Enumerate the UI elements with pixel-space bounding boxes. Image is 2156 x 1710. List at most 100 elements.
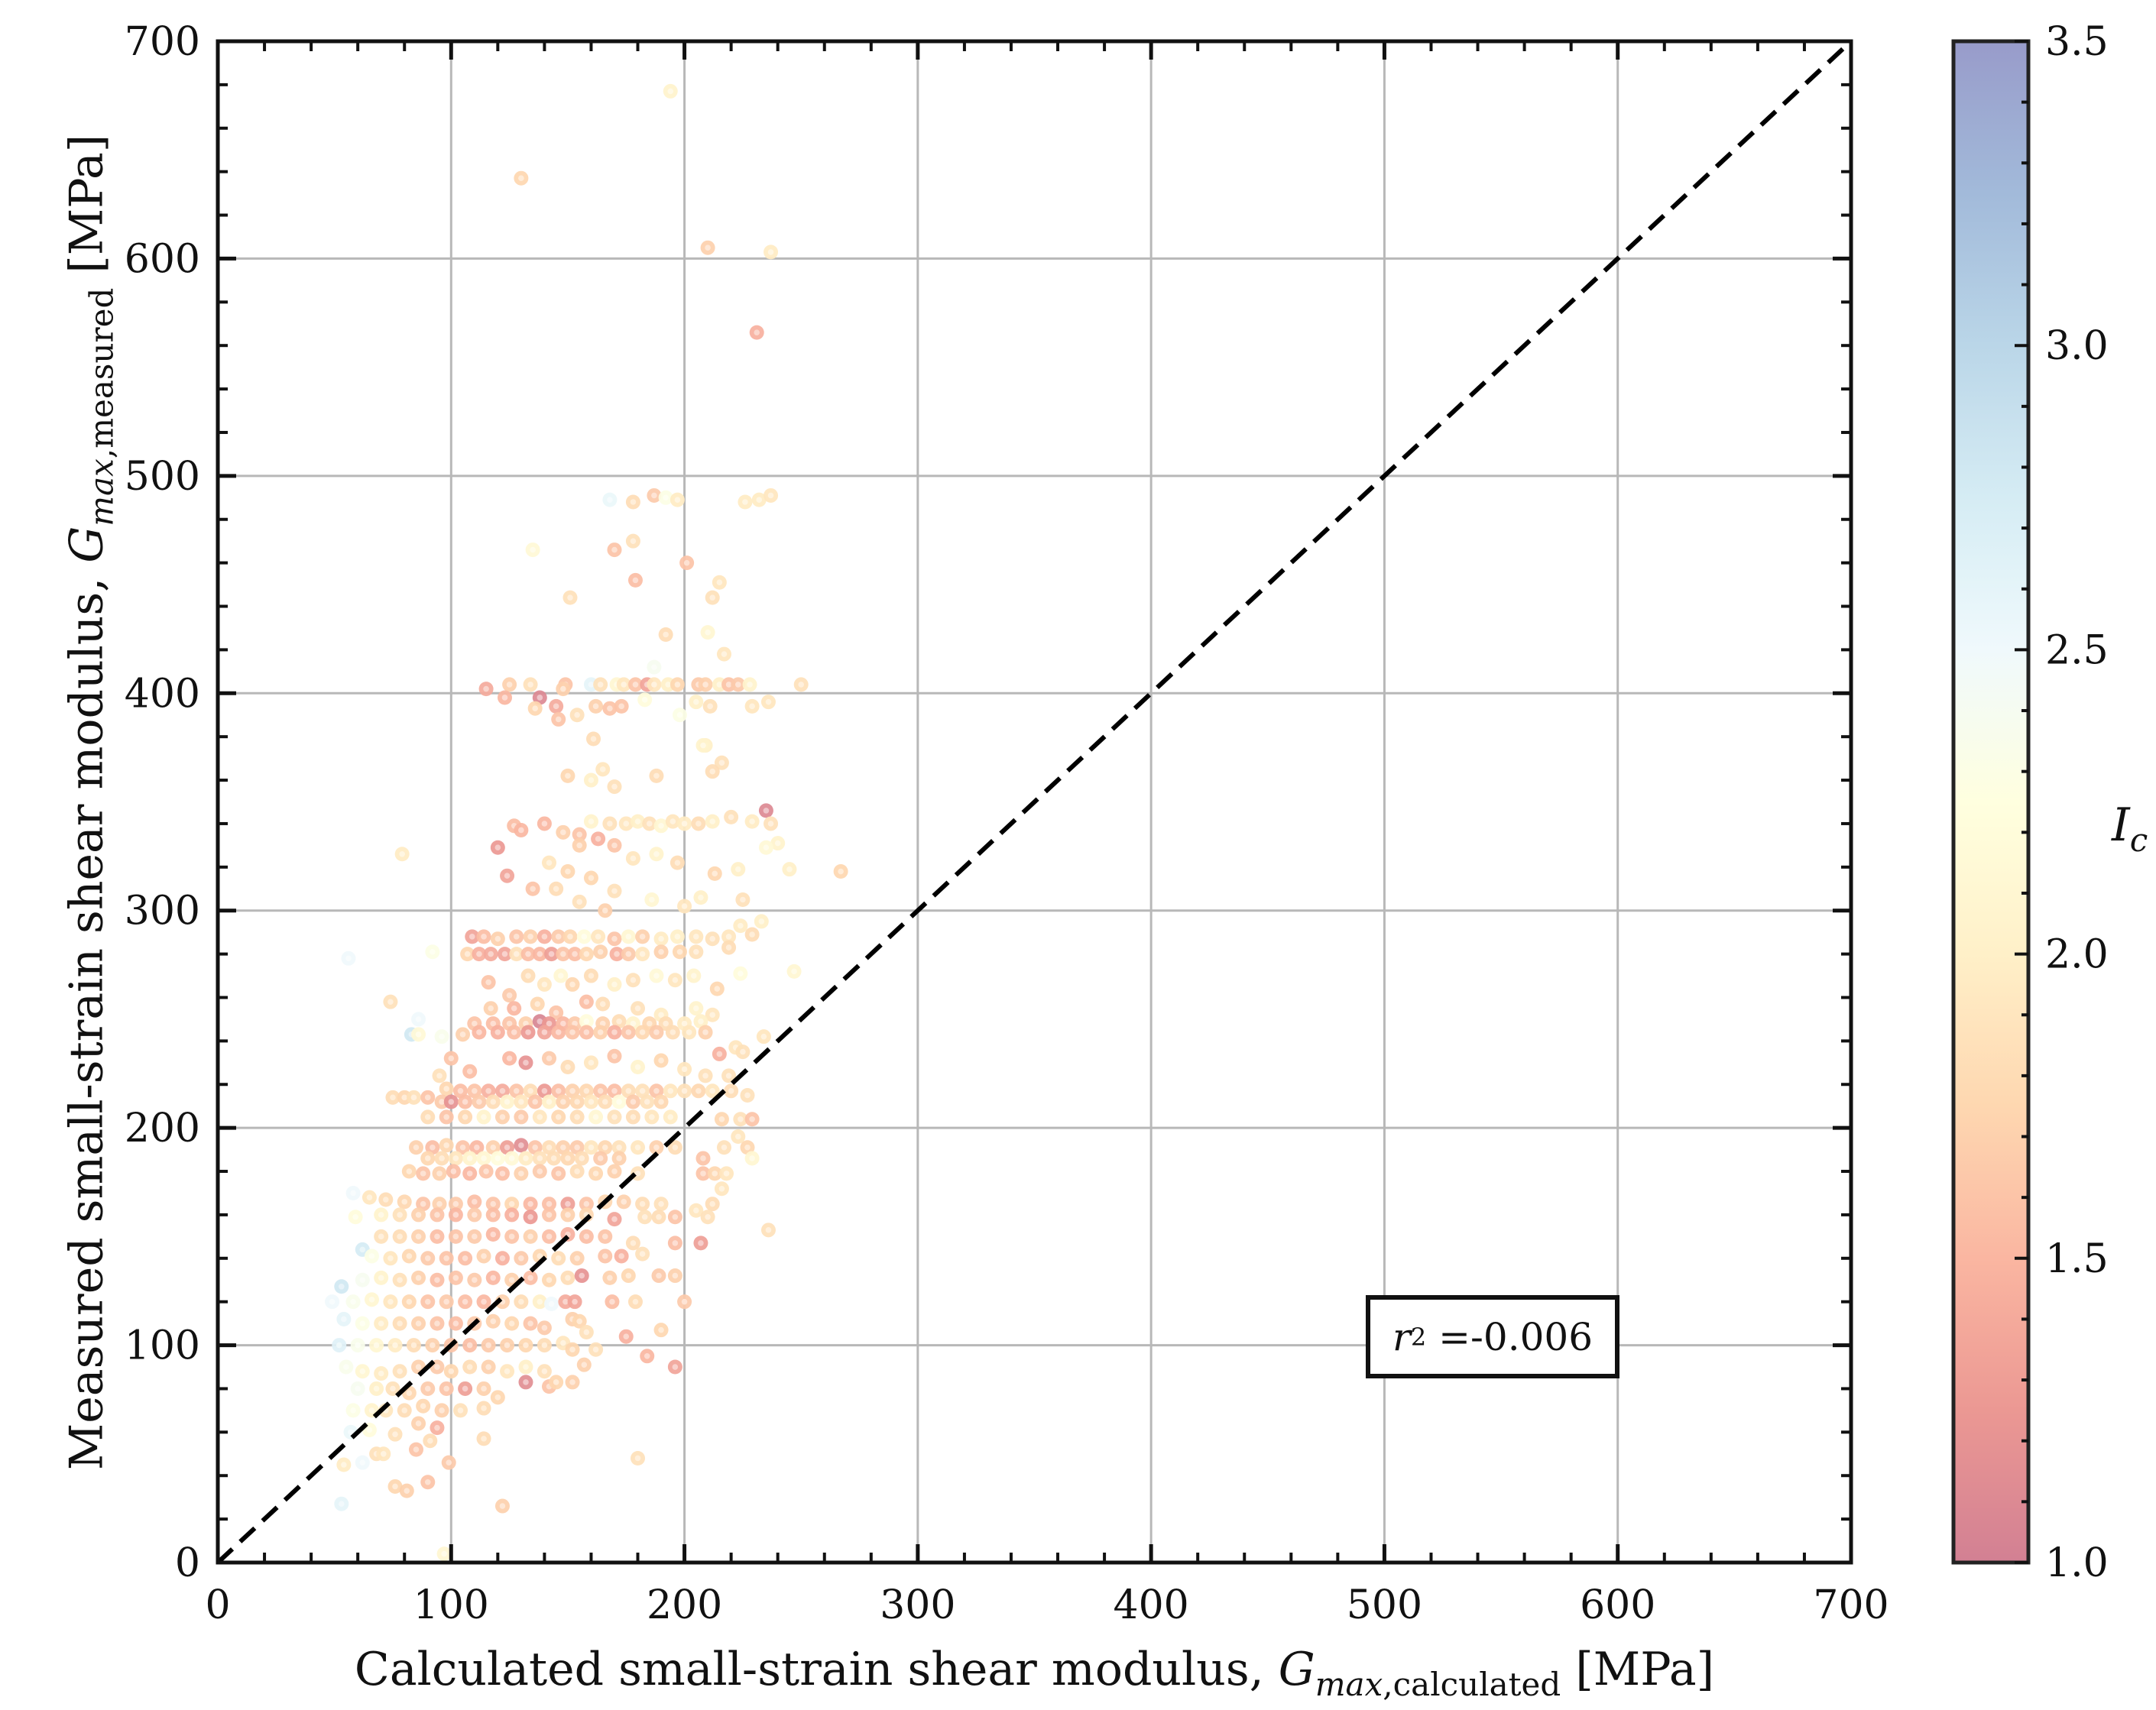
data-point xyxy=(700,625,715,640)
data-point xyxy=(481,1359,496,1375)
data-point xyxy=(621,1025,636,1040)
data-point xyxy=(551,1083,566,1099)
data-point xyxy=(740,1140,755,1155)
data-point xyxy=(716,646,731,662)
data-point xyxy=(520,1025,536,1040)
y-tick-label: 700 xyxy=(125,19,200,65)
data-point xyxy=(618,1329,634,1344)
data-point xyxy=(647,659,662,675)
data-point xyxy=(700,240,715,255)
data-point xyxy=(782,862,797,877)
data-point xyxy=(598,903,613,918)
data-point xyxy=(602,1270,618,1285)
x-axis-label: Calculated small-strain shear modulus, G… xyxy=(0,1643,1851,1703)
data-point xyxy=(443,1364,459,1379)
x-tick-label: 100 xyxy=(413,1582,489,1628)
data-point xyxy=(607,976,622,992)
data-point xyxy=(556,1140,571,1155)
data-point xyxy=(649,1025,664,1040)
data-point xyxy=(569,1109,585,1125)
data-point xyxy=(693,1014,708,1029)
data-point xyxy=(537,929,552,944)
colorbar-label-subscript: c xyxy=(2129,821,2148,859)
data-point xyxy=(569,1140,585,1155)
data-point xyxy=(721,940,737,955)
data-point xyxy=(733,1112,748,1127)
data-point xyxy=(494,1109,510,1125)
y-tick-label: 500 xyxy=(125,454,200,500)
data-point xyxy=(448,1316,463,1331)
data-point xyxy=(394,847,410,862)
data-point xyxy=(542,1229,557,1244)
data-point xyxy=(709,981,725,996)
data-point xyxy=(494,1166,510,1181)
data-point xyxy=(556,682,571,697)
data-point xyxy=(764,487,779,503)
data-point xyxy=(542,1051,557,1066)
data-point xyxy=(598,1229,613,1244)
data-point xyxy=(583,1055,598,1070)
data-point xyxy=(560,768,575,783)
data-point xyxy=(420,1475,436,1490)
data-point xyxy=(527,1094,543,1109)
data-point xyxy=(618,816,634,831)
data-point xyxy=(378,1192,394,1207)
data-point xyxy=(514,170,529,186)
data-point xyxy=(485,1207,501,1223)
data-point xyxy=(523,1229,538,1244)
data-point xyxy=(669,677,685,692)
r-squared-value: =-0.006 xyxy=(1426,1314,1593,1359)
data-point xyxy=(504,1207,520,1223)
data-point xyxy=(764,816,779,831)
data-point xyxy=(607,542,622,558)
x-axis-subscript-italic: max xyxy=(1315,1666,1383,1703)
data-point xyxy=(476,1381,491,1396)
data-point xyxy=(542,1094,557,1109)
data-point xyxy=(621,929,636,944)
data-point xyxy=(509,929,524,944)
data-point xyxy=(689,1001,704,1016)
data-point xyxy=(537,816,552,831)
data-point xyxy=(374,1316,389,1331)
colorbar-tick-label: 3.0 xyxy=(2045,323,2109,369)
data-point xyxy=(556,824,571,840)
data-point xyxy=(667,1268,682,1284)
data-point xyxy=(345,1294,361,1310)
data-point xyxy=(635,1025,650,1040)
data-point xyxy=(401,1294,417,1310)
data-point xyxy=(667,1359,682,1375)
data-point xyxy=(731,1129,746,1145)
data-point xyxy=(397,1194,412,1210)
data-point xyxy=(544,1297,559,1312)
data-point xyxy=(583,772,598,788)
data-point xyxy=(355,1455,370,1470)
data-point xyxy=(504,1229,520,1244)
data-point xyxy=(490,931,505,947)
data-point xyxy=(607,931,622,947)
data-point xyxy=(669,929,685,944)
data-point xyxy=(563,929,578,944)
data-point xyxy=(350,1338,365,1353)
data-point xyxy=(625,1109,640,1125)
data-point xyxy=(514,1166,529,1181)
data-point xyxy=(458,1381,473,1396)
data-point xyxy=(667,1236,682,1251)
colorbar-tick-labels: 1.0 1.5 2.0 2.5 3.0 3.5 xyxy=(2045,19,2109,1586)
y-tick-label: 200 xyxy=(125,1106,200,1151)
x-tick-label: 700 xyxy=(1813,1582,1889,1628)
x-tick-label: 200 xyxy=(647,1582,722,1628)
data-point xyxy=(721,929,737,944)
data-point xyxy=(549,1005,564,1020)
data-point xyxy=(663,83,678,99)
data-point xyxy=(635,1197,650,1212)
data-point xyxy=(598,1248,613,1264)
data-point xyxy=(339,1359,354,1375)
data-point xyxy=(651,1268,666,1284)
data-point xyxy=(625,973,640,988)
data-point xyxy=(579,1014,594,1029)
data-point xyxy=(420,1090,436,1105)
y-axis-unit: [MPa] xyxy=(60,134,114,288)
data-point xyxy=(576,1357,592,1372)
data-point xyxy=(532,1109,547,1125)
data-point xyxy=(509,947,524,962)
